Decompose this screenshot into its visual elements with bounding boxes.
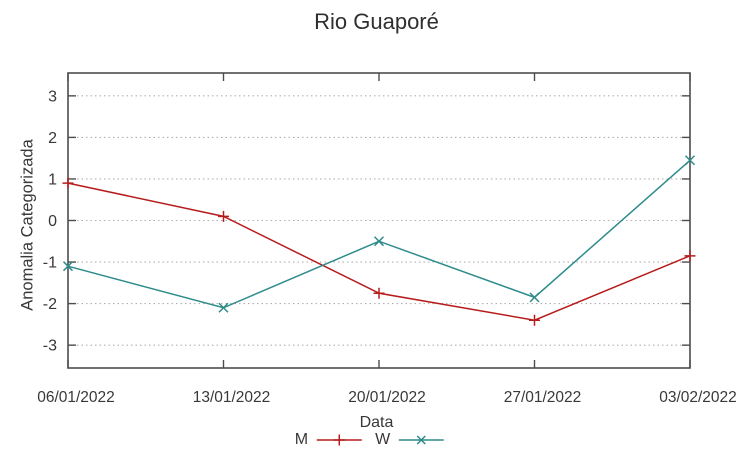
series-marker-W [529,292,540,303]
series-marker-M [684,250,696,262]
series-marker-M [218,210,229,222]
y-tick-label: 1 [48,171,57,188]
x-tick-label: 27/01/2022 [504,389,582,406]
series-marker-W [218,302,229,313]
x-tick-label: 03/02/2022 [659,389,737,406]
y-tick-label: 3 [48,88,57,105]
series-marker-W [373,236,385,247]
legend-sample-W [399,435,445,445]
x-tick-label: 20/01/2022 [348,389,426,406]
series-line-M [67,182,691,321]
chart-title: Rio Guaporé [314,9,439,34]
plot-border [67,72,691,369]
series-marker-M [529,314,540,326]
x-axis-label: Data [359,414,394,431]
x-tick-label: 06/01/2022 [37,389,115,406]
series-marker-W [62,261,74,272]
legend-label-M: M [294,431,309,448]
legend-sample-M [317,434,363,446]
y-tick-label: -3 [43,338,57,355]
x-tick-label: 13/01/2022 [193,389,271,406]
series-line-W [67,159,691,309]
series-marker-W [684,155,696,166]
y-tick-label: 0 [48,213,57,230]
legend-label-W: W [375,431,391,448]
y-tick-label: -2 [43,296,57,313]
y-tick-label: 2 [48,130,57,147]
series-marker-M [373,287,385,299]
y-tick-label: -1 [43,255,57,272]
series-marker-M [62,177,74,189]
